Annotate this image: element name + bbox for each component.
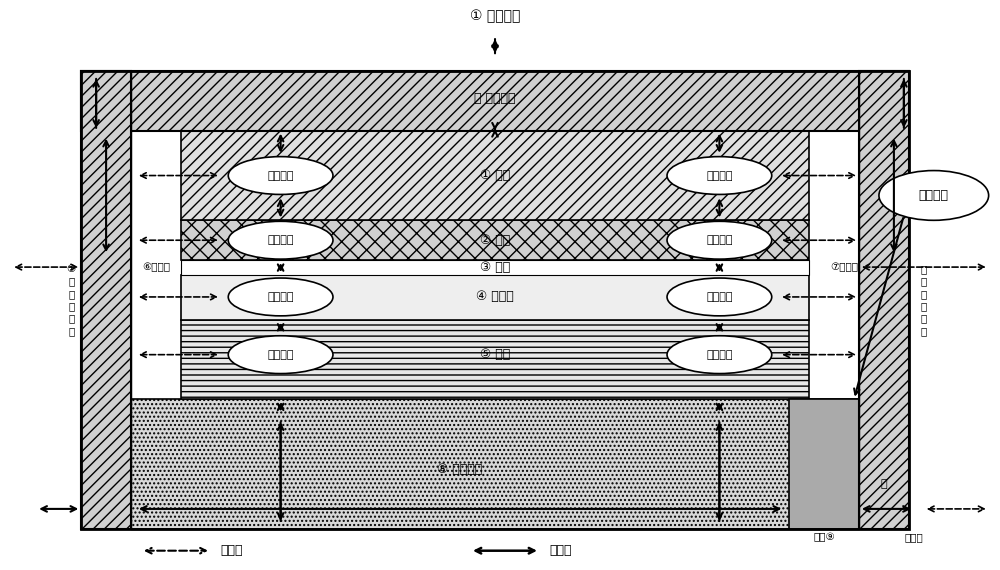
Text: ③ 气隙: ③ 气隙	[480, 260, 510, 274]
Bar	[181, 320, 809, 400]
Text: 外转轴: 外转轴	[904, 532, 923, 542]
Text: ① 外部环境: ① 外部环境	[470, 9, 520, 23]
Text: ① 定子: ① 定子	[480, 169, 510, 182]
Text: ⑱
前
端
面
机
壳: ⑱ 前 端 面 机 壳	[921, 264, 927, 336]
Text: 定子铁损: 定子铁损	[267, 170, 294, 181]
Bar	[81, 71, 131, 529]
Ellipse shape	[228, 221, 333, 259]
Text: 绕组铜损: 绕组铜损	[267, 235, 294, 245]
Text: 转子铁损: 转子铁损	[706, 349, 733, 360]
Text: ② 绕组: ② 绕组	[480, 234, 510, 247]
Text: ⑥后气腔: ⑥后气腔	[142, 262, 170, 272]
Text: 转子铁损: 转子铁损	[267, 349, 294, 360]
Text: 机械损耗: 机械损耗	[919, 189, 949, 202]
Ellipse shape	[667, 336, 772, 373]
Bar	[131, 71, 859, 529]
Text: ⑧ 中心转轴: ⑧ 中心转轴	[437, 463, 483, 475]
Text: 热传导: 热传导	[550, 544, 572, 557]
Bar	[859, 71, 909, 529]
Ellipse shape	[879, 170, 989, 221]
Text: 轴承⑨: 轴承⑨	[813, 532, 835, 542]
Bar	[789, 400, 859, 529]
Bar	[131, 400, 859, 529]
Ellipse shape	[228, 157, 333, 194]
Bar	[181, 260, 809, 275]
Text: 定子铁损: 定子铁损	[706, 170, 733, 181]
Bar	[181, 275, 809, 320]
Text: 绕组铜损: 绕组铜损	[706, 235, 733, 245]
Bar	[181, 131, 809, 221]
Text: ⑳ 周向机壳: ⑳ 周向机壳	[474, 92, 516, 105]
Ellipse shape	[228, 336, 333, 373]
Bar	[859, 400, 909, 529]
Bar	[81, 71, 909, 529]
Bar	[81, 71, 909, 131]
Text: ⑤ 转子: ⑤ 转子	[480, 348, 510, 361]
Text: 热对流: 热对流	[221, 544, 243, 557]
Text: ④ 永磁体: ④ 永磁体	[476, 291, 514, 303]
Ellipse shape	[667, 278, 772, 316]
Ellipse shape	[228, 278, 333, 316]
Text: ⑰: ⑰	[881, 479, 887, 489]
Ellipse shape	[667, 221, 772, 259]
Text: ⑦前气腔: ⑦前气腔	[830, 262, 858, 272]
Ellipse shape	[667, 157, 772, 194]
Text: ①
后
端
面
机
壳: ① 后 端 面 机 壳	[67, 264, 76, 336]
Text: 渍流损耗: 渍流损耗	[267, 292, 294, 302]
Text: 渍流损耗: 渍流损耗	[706, 292, 733, 302]
Bar	[181, 221, 809, 260]
